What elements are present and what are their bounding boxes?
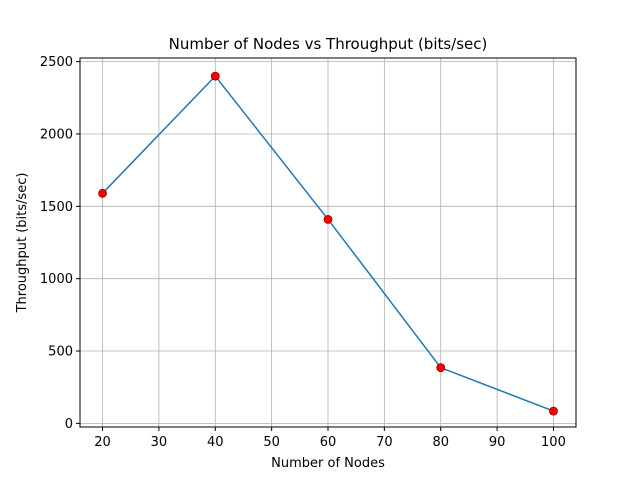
data-point — [98, 188, 107, 198]
y-tick-label: 2000 — [40, 127, 73, 142]
x-tick-label: 80 — [432, 435, 449, 450]
y-tick-label: 1500 — [40, 200, 73, 215]
chart-title: Number of Nodes vs Throughput (bits/sec) — [169, 35, 488, 53]
grid-layer — [80, 58, 576, 427]
y-tick-label: 500 — [48, 345, 73, 360]
y-tick-label: 1000 — [40, 272, 73, 287]
marker-layer — [98, 71, 558, 416]
x-tick-label: 20 — [94, 435, 111, 450]
x-tick-label: 50 — [263, 435, 280, 450]
y-axis-label: Throughput (bits/sec) — [15, 173, 30, 314]
x-axis-ticks: 20 30 40 50 60 70 80 90 100 — [94, 427, 566, 450]
x-tick-label: 60 — [320, 435, 337, 450]
x-tick-label: 30 — [151, 435, 168, 450]
data-point — [549, 406, 558, 416]
data-point — [436, 363, 446, 373]
y-tick-label: 0 — [65, 417, 73, 432]
y-tick-label: 2500 — [40, 55, 73, 70]
x-tick-label: 70 — [376, 435, 393, 450]
data-point — [323, 214, 333, 224]
y-axis-ticks: 0 500 1000 1500 2000 2500 — [40, 55, 80, 432]
x-tick-label: 100 — [541, 435, 566, 450]
x-tick-label: 90 — [489, 435, 506, 450]
data-point — [210, 71, 220, 81]
x-axis-label: Number of Nodes — [271, 456, 385, 471]
x-tick-label: 40 — [207, 435, 224, 450]
